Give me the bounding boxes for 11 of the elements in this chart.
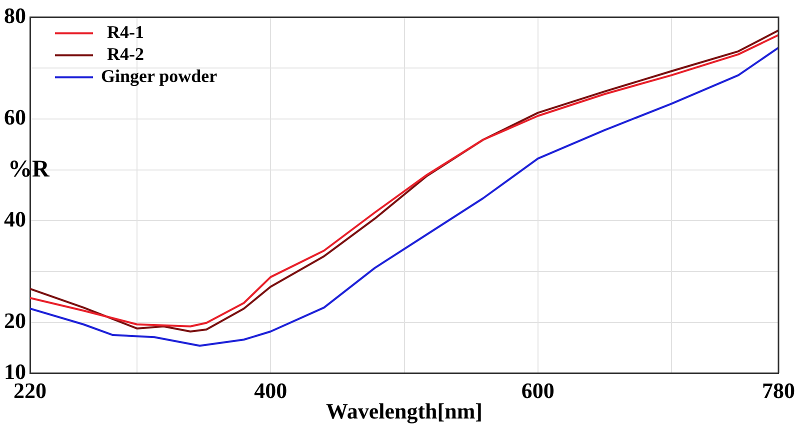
legend-label: R4-1: [107, 22, 144, 42]
legend-label: Ginger powder: [101, 66, 218, 86]
y-tick-label: 20: [4, 308, 26, 334]
x-axis-title: Wavelength[nm]: [326, 398, 482, 424]
x-tick-label: 400: [254, 378, 288, 404]
y-tick-label: 40: [4, 206, 26, 232]
x-tick-label: 780: [762, 378, 795, 404]
x-tick-label: 600: [521, 378, 554, 404]
y-tick-label: 80: [4, 2, 26, 28]
legend-label: R4-2: [107, 44, 144, 64]
y-tick-label: 60: [4, 104, 26, 130]
